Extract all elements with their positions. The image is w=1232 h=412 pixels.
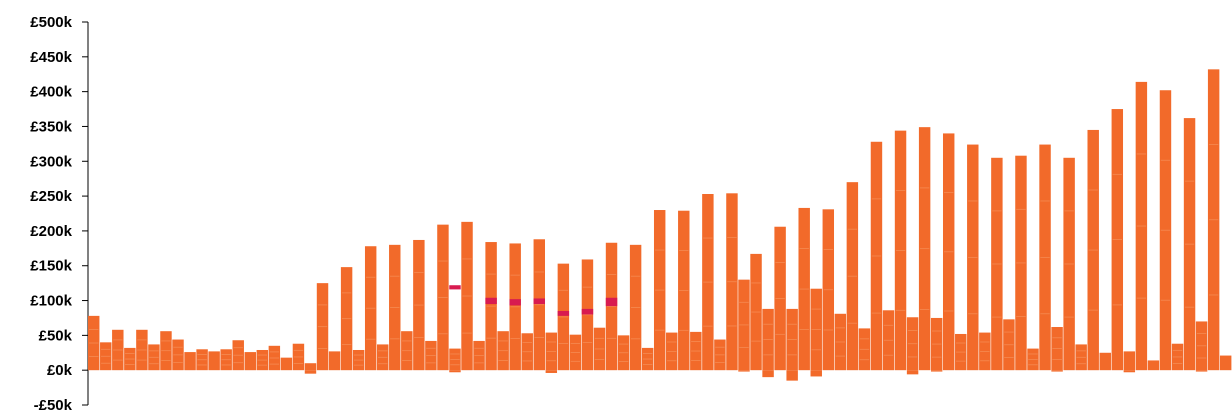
bar-highlight-segment <box>509 299 521 306</box>
bar <box>244 352 256 371</box>
bar <box>304 363 317 371</box>
y-tick-label: £400k <box>30 84 72 101</box>
bar <box>1123 351 1136 371</box>
bar <box>328 351 341 371</box>
y-tick-label: £100k <box>30 293 72 310</box>
y-tick-label: £300k <box>30 153 72 170</box>
y-tick-label: £150k <box>30 258 72 275</box>
bar-highlight-segment <box>533 298 545 305</box>
y-tick-label: £250k <box>30 188 72 205</box>
bar-highlight-segment <box>581 308 594 315</box>
bar-negative <box>1123 370 1136 373</box>
y-tick-label: £500k <box>30 14 72 31</box>
bars <box>88 69 1232 381</box>
bar <box>184 352 196 371</box>
y-tick-label: £200k <box>30 223 72 240</box>
bar <box>280 357 293 371</box>
y-tick-label: £0k <box>47 362 73 379</box>
y-tick-label: £350k <box>30 118 72 135</box>
y-axis: £500k £450k £400k £350k £300k £250k £200k £150k… <box>30 14 89 412</box>
bar-highlight-segment <box>485 297 497 305</box>
bar <box>208 351 220 371</box>
bar-negative <box>1051 370 1063 372</box>
bar-negative <box>906 370 919 375</box>
bar-highlight-segment <box>605 297 618 307</box>
bar-negative <box>930 370 943 372</box>
bar-negative <box>786 370 798 381</box>
bar <box>1219 355 1232 371</box>
bar-negative <box>545 370 558 373</box>
bar-negative <box>762 370 774 378</box>
y-tick-label: £450k <box>30 49 72 66</box>
bar-highlight-segment <box>557 310 570 316</box>
bar-negative <box>304 370 317 374</box>
bar <box>1147 360 1160 371</box>
bar-highlight-segment <box>449 285 461 290</box>
bar-negative <box>810 370 822 377</box>
bar-negative <box>1195 370 1208 372</box>
bar-negative <box>449 370 461 373</box>
bar <box>1099 352 1111 371</box>
y-tick-label: -£50k <box>34 397 73 412</box>
y-tick-label: £50k <box>39 327 73 344</box>
bar-negative <box>738 370 750 372</box>
